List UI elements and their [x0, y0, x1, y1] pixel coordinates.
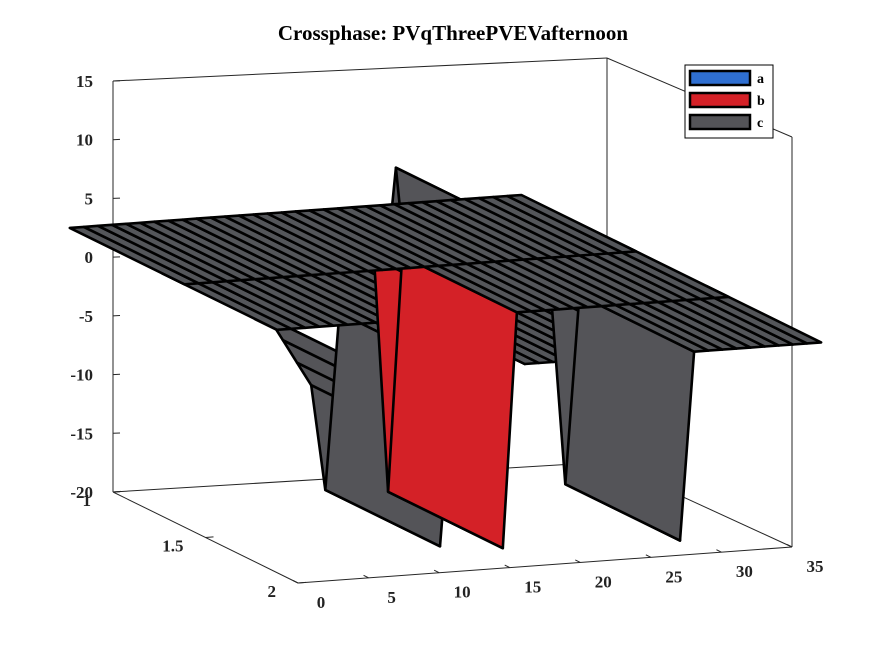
legend-label-a: a — [757, 72, 764, 87]
chart-title: Crossphase: PVqThreePVEVafternoon — [278, 21, 629, 45]
x-tick-5 — [645, 554, 652, 558]
y-tick-label-1: 1.5 — [162, 537, 183, 556]
z-tick-label-4: -5 — [79, 307, 93, 326]
x-tick-label-7: 35 — [807, 557, 824, 576]
x-tick-label-0: 0 — [317, 593, 326, 612]
legend-swatch-a — [688, 69, 752, 87]
x-axis: 0 5 10 15 20 25 30 35 — [292, 544, 824, 612]
z-tick-label-5: -10 — [70, 366, 93, 385]
y-tick-1 — [205, 536, 214, 538]
x-tick-label-2: 10 — [454, 583, 471, 602]
box-top-back — [112, 57, 608, 82]
x-tick-6 — [716, 549, 722, 553]
x-tick-2 — [433, 569, 440, 574]
y-axis: 11.52 — [83, 490, 307, 601]
z-tick-label-6: -15 — [70, 424, 93, 443]
series-a — [68, 193, 638, 286]
x-axis-line — [297, 546, 793, 584]
x-tick-label-1: 5 — [387, 588, 396, 607]
legend-swatch-b — [688, 91, 752, 109]
legend-label-b: b — [757, 94, 765, 109]
x-tick-3 — [504, 564, 510, 569]
x-tick-label-3: 15 — [524, 578, 541, 597]
z-tick-label-3: 0 — [85, 248, 94, 267]
x-tick-1 — [363, 574, 369, 579]
z-tick-label-2: 5 — [85, 189, 94, 208]
x-tick-4 — [575, 559, 581, 563]
x-tick-label-5: 25 — [665, 567, 682, 586]
y-tick-label-0: 1 — [83, 491, 92, 510]
y-tick-label-2: 2 — [268, 582, 277, 601]
x-tick-label-6: 30 — [736, 562, 753, 581]
z-tick-label-0: 15 — [76, 72, 93, 91]
legend: abc — [684, 64, 774, 139]
ribbon-segment-a-32 — [505, 193, 638, 254]
x-tick-7 — [786, 544, 793, 548]
z-tick-label-1: 10 — [76, 131, 93, 150]
ribbon-surface — [68, 166, 823, 550]
z-tick-label-7: -20 — [70, 483, 93, 502]
x-tick-label-4: 20 — [595, 572, 612, 591]
z-axis: 15 10 5 0 -5 -10 -15 -20 — [70, 72, 121, 502]
legend-swatch-c — [688, 113, 752, 131]
x-tick-0 — [292, 580, 299, 584]
y-tick-0 — [112, 490, 122, 493]
series-b — [161, 239, 730, 550]
legend-label-c: c — [757, 116, 763, 131]
